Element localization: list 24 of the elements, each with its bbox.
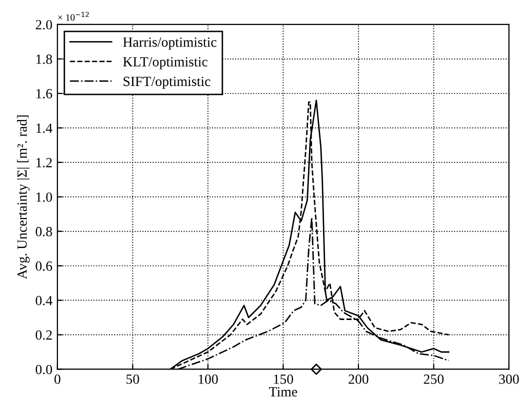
text: × 10$^{−12}$ <box>58 12 89 21</box>
y-tick-label: 1.0 <box>36 192 52 202</box>
y-tick-label: 1.2 <box>36 158 52 168</box>
x-tick-label: 50 <box>126 374 140 384</box>
x-tick-label: 300 <box>499 374 519 384</box>
y-tick-label: 1.4 <box>36 124 52 133</box>
x-axis-title: Time <box>269 387 298 396</box>
y-tick-label: 0.2 <box>36 330 52 340</box>
y-tick-label: 0.0 <box>36 364 52 374</box>
legend-label: SIFT/optimistic <box>124 76 210 89</box>
y-tick-label: 0.4 <box>36 296 52 306</box>
x-tick-label: 250 <box>424 374 444 384</box>
y-tick-label: 0.8 <box>36 226 52 236</box>
x-tick-label: 150 <box>274 374 294 384</box>
y-tick-label: 2.0 <box>36 20 52 30</box>
x-tick-label: 100 <box>198 374 218 384</box>
x-tick-label: 0 <box>54 374 60 384</box>
legend-label: Harris/optimistic <box>123 38 216 50</box>
y-tick-label: 1.8 <box>36 54 52 64</box>
x-tick-label: 200 <box>348 374 368 384</box>
legend-label: KLT/optimistic <box>123 57 208 70</box>
y-tick-label: 0.6 <box>36 261 52 271</box>
y-axis-title: Avg. Uncertainty |Σ| [m². rad] <box>17 115 30 280</box>
y-tick-label: 1.6 <box>36 89 52 98</box>
